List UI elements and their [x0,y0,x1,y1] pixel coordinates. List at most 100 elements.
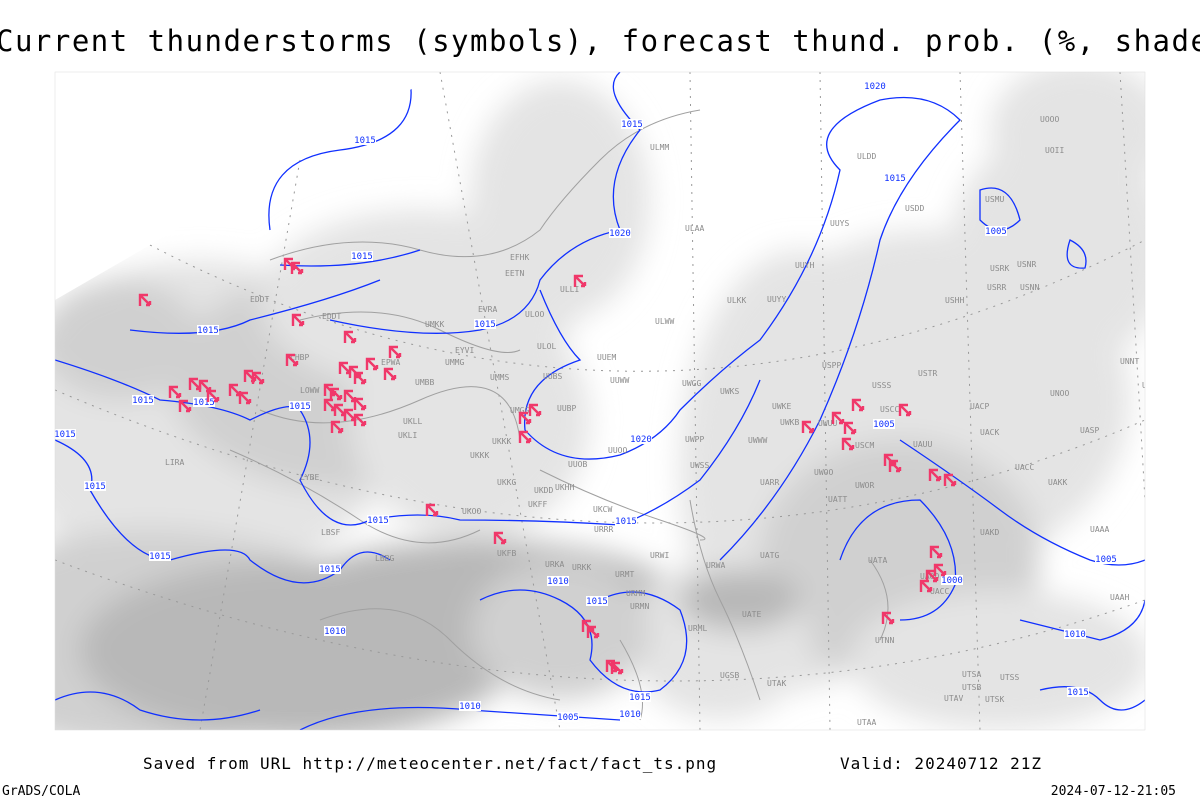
thunderstorm-symbol-icon [365,357,379,371]
station-label: LYBE [300,473,319,482]
isobar-line [479,589,688,693]
station-label: UACP [970,402,989,411]
station-label: UAAH [1110,593,1129,602]
thunderstorm-symbol-icon [343,330,357,344]
border-line [259,386,521,441]
thunderstorm-symbol-icon [353,397,367,411]
isobar-label-bg [149,551,171,561]
station-label: UTAV [944,694,963,703]
isobar-label: 1015 [289,402,311,412]
station-label: EDDT [250,295,269,304]
isobar-label: 1010 [1064,630,1086,640]
station-label: UOOO [1040,115,1059,124]
station-label: EDDT [322,312,341,321]
station-label: USSS [872,381,891,390]
station-label: UMKK [425,320,444,329]
station-label: USTR [918,369,937,378]
station-label: UUYH [795,261,814,270]
thunderstorm-symbol-icon [573,274,587,288]
station-label: UOII [1045,146,1064,155]
isobar-label: 1015 [132,396,154,406]
thunderstorm-symbol-icon [518,411,532,425]
isobar-label: 1000 [941,576,963,586]
thunderstorm-symbol-icon [138,293,152,307]
isobar-label-bg [459,701,481,711]
station-label: UKCW [593,505,612,514]
graticule-line [819,72,831,730]
station-label: UTNN [875,636,894,645]
thunderstorm-symbol-icon [323,398,337,412]
isobar-label-bg [619,709,641,719]
isobar-label-bg [289,401,311,411]
isobar-label: 1005 [873,420,895,430]
thunderstorm-symbol-icon [353,371,367,385]
station-label: UKLL [403,417,422,426]
thunderstorm-symbol-icon [518,430,532,444]
station-label: USRR [987,283,1006,292]
isobar-line [129,279,381,334]
isobar-label-bg [1095,554,1117,564]
isobar-label-bg [609,228,631,238]
thunderstorm-symbol-icon [801,420,815,434]
station-label: UMGG [510,406,529,415]
thunderstorm-symbol-icon [425,503,439,517]
thunderstorm-symbol-icon [338,361,352,375]
isobar-label-bg [132,395,154,405]
isobar-label-bg [864,81,886,91]
isobar-label: 1015 [474,320,496,330]
isobar-label-bg [324,626,346,636]
station-label: UAKK [1048,478,1067,487]
station-label: UGSB [720,671,739,680]
station-label: UNBB [1142,381,1161,390]
station-label: LOWW [300,386,319,395]
isobar-label: 1015 [884,174,906,184]
station-label: USDD [905,204,924,213]
isobar-label: 1015 [351,252,373,262]
thunderstorm-symbol-icon [228,383,242,397]
isobar-label-bg [84,481,106,491]
station-label: USMU [985,195,1004,204]
station-label: UTSK [985,695,1004,704]
station-label: UKKG [497,478,516,487]
station-label: EVRA [478,305,497,314]
isobar-label-bg [1067,687,1089,697]
station-label: UUOO [608,446,627,455]
graticule-line [959,72,981,730]
station-label: UMMG [445,358,464,367]
isobar-label: 1020 [609,229,631,239]
thunderstorm-symbol-icon [178,399,192,413]
generated-timestamp: 2024-07-12-21:05 [1050,784,1176,799]
station-label: ULOO [525,310,544,319]
isobar-line [268,79,412,231]
shaded-area [55,280,200,400]
station-label: UWWW [748,436,767,445]
station-label: UKFB [497,549,516,558]
station-label: UWSS [690,461,709,470]
graticule-line [689,72,701,730]
isobar-label: 1005 [557,713,579,723]
station-label: UAOO [920,572,939,581]
thunderstorm-symbol-icon [198,379,212,393]
station-label: URMM [626,589,645,598]
station-label: UTAK [767,679,786,688]
isobar-line [839,499,957,621]
storm-symbols [138,257,957,675]
station-label: UMBB [415,378,434,387]
station-label: UWPP [685,435,704,444]
isobar-label-bg [557,712,579,722]
station-label: UAKD [980,528,999,537]
station-label: USHH [945,296,964,305]
station-label: ULKK [727,296,746,305]
thunderstorm-symbol-icon [881,611,895,625]
isobar-label: 1015 [586,597,608,607]
thunderstorm-symbol-icon [383,367,397,381]
thunderstorm-symbol-icon [206,389,220,403]
isobar-line [1019,599,1145,641]
station-label: UUEM [597,353,616,362]
station-label: UKLI [398,431,417,440]
thunderstorm-symbol-icon [290,261,304,275]
station-label: EPWA [381,358,400,367]
station-label: UUBS [543,372,562,381]
station-label: UWKE [772,402,791,411]
isobar-label-bg [354,135,376,145]
